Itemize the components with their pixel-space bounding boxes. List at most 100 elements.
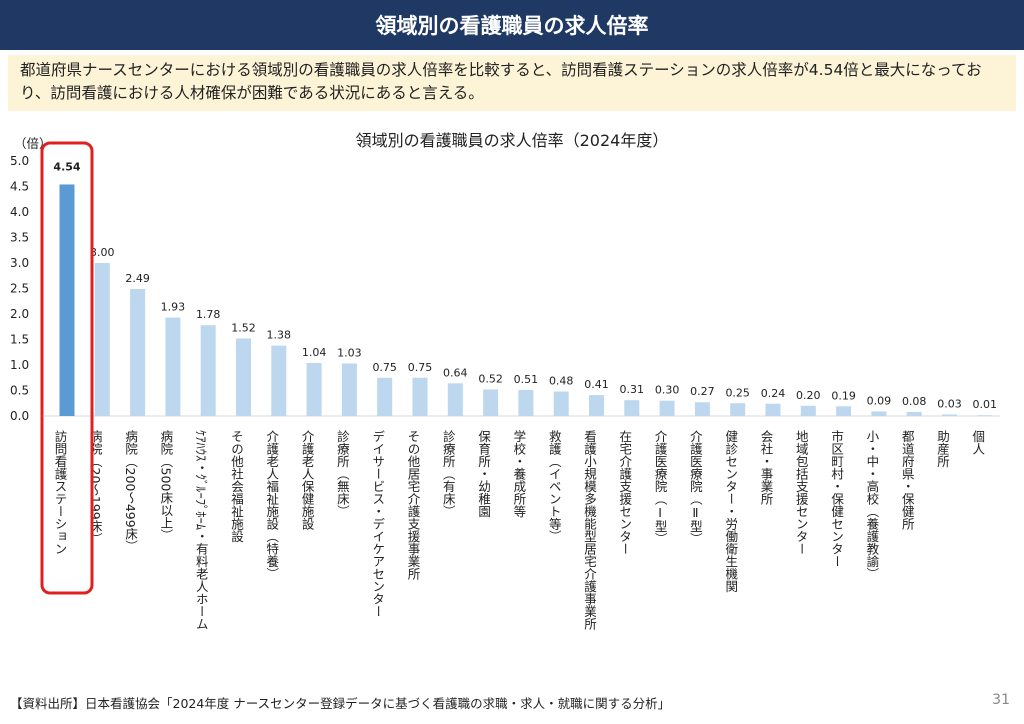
category-label: ｹｱﾊｳｽ・ｸﾞﾙｰﾌﾟﾎｰﾑ・有料老人ホーム <box>194 430 209 630</box>
data-label: 0.52 <box>478 372 503 385</box>
bar <box>447 383 463 416</box>
bar <box>271 345 287 416</box>
data-label: 1.38 <box>267 329 292 342</box>
data-label: 0.41 <box>584 378 609 391</box>
data-label: 0.31 <box>620 383 645 396</box>
y-tick-label: 2.5 <box>10 282 29 296</box>
category-label: 訪問看護ステーション <box>53 429 68 555</box>
data-label: 0.64 <box>443 366 468 379</box>
y-tick-label: 4.5 <box>10 180 29 194</box>
category-label: 助産所 <box>935 430 950 468</box>
y-tick-label: 0.0 <box>10 409 29 423</box>
data-label: 1.52 <box>231 321 256 334</box>
data-label: 0.03 <box>937 397 962 410</box>
category-label: 市区町村・保健センター <box>829 429 844 568</box>
bar <box>730 403 746 416</box>
bar <box>836 406 852 416</box>
y-tick-label: 3.0 <box>10 256 29 270</box>
category-label: その他居宅介護支援事業所 <box>406 430 421 580</box>
category-label: 都道府県・保健所 <box>900 430 915 530</box>
data-label: 0.19 <box>831 389 856 402</box>
bar <box>59 184 75 416</box>
data-label: 0.48 <box>549 375 574 388</box>
category-label: 看護小規模多機能型居宅介護事業所 <box>582 430 597 630</box>
data-label: 0.51 <box>514 373 539 386</box>
bar <box>589 395 604 416</box>
category-label: 救護（イベント等） <box>547 429 562 543</box>
category-label: 介護医療院（Ⅰ型） <box>653 430 668 545</box>
y-tick-label: 5.0 <box>10 154 29 168</box>
data-label: 0.75 <box>372 361 397 374</box>
category-label: 保育所・幼稚園 <box>476 430 491 518</box>
data-label: 0.25 <box>725 386 750 399</box>
category-label: その他社会福祉施設 <box>229 430 244 543</box>
bar <box>483 389 499 416</box>
highlight-frame <box>40 141 94 595</box>
bar <box>942 414 957 416</box>
data-label: 0.09 <box>867 394 892 407</box>
data-label: 4.54 <box>53 160 80 173</box>
y-tick-label: 4.0 <box>10 205 29 219</box>
data-label: 1.78 <box>196 308 221 321</box>
bars <box>59 184 993 416</box>
source-note: 【資料出所】日本看護協会「2024年度 ナースセンター登録データに基づく看護職の… <box>10 696 671 711</box>
category-label: 健診センター・労働衛生機関 <box>723 430 738 593</box>
category-label: 会社・事業所 <box>759 430 774 505</box>
chart-title: 領域別の看護職員の求人倍率（2024年度） <box>355 131 669 150</box>
data-label: 0.01 <box>973 398 998 411</box>
category-label: 病院（200～499床） <box>123 429 138 553</box>
category-label: デイサービス・デイケアセンター <box>370 430 385 618</box>
category-label: 病院（500床以上） <box>158 429 173 541</box>
bar <box>871 411 887 416</box>
category-label: 介護老人保健施設 <box>300 430 315 530</box>
category-label: 学校・養成所等 <box>511 429 526 518</box>
bar <box>977 415 993 416</box>
category-label: 地域包括支援センター <box>794 430 809 555</box>
data-label: 1.04 <box>302 346 327 359</box>
bar <box>165 317 181 416</box>
page-number: 31 <box>992 692 1010 708</box>
data-label: 1.03 <box>337 346 362 359</box>
bar <box>341 363 357 416</box>
bar <box>412 377 428 416</box>
bar <box>800 405 816 416</box>
bar <box>236 338 251 416</box>
bar <box>377 377 393 416</box>
data-label: 0.20 <box>796 389 821 402</box>
bar <box>306 362 322 416</box>
category-labels: 訪問看護ステーション 病院（20～199床） 病院（200～499床） 病院（500床… <box>53 429 986 630</box>
bar <box>518 389 534 416</box>
y-tick-label: 1.0 <box>10 358 29 372</box>
category-label: 病院（20～199床） <box>88 429 103 545</box>
data-label: 0.27 <box>690 385 715 398</box>
category-label: 在宅介護支援センター <box>617 430 632 555</box>
bar <box>659 400 675 416</box>
bar <box>200 325 216 416</box>
category-label: 診療所（無床） <box>335 429 350 518</box>
data-label: 0.75 <box>408 361 433 374</box>
bar <box>553 391 569 416</box>
data-label: 1.93 <box>161 301 186 314</box>
y-tick-label: 0.5 <box>10 384 29 398</box>
data-label: 0.30 <box>655 384 680 397</box>
category-label: 介護医療院（Ⅱ型） <box>688 430 703 545</box>
y-tick-label: 1.5 <box>10 333 29 347</box>
category-label: 個人 <box>970 430 985 455</box>
y-tick-label: 2.0 <box>10 307 29 321</box>
bar <box>906 411 922 416</box>
y-tick-label: 3.5 <box>10 231 29 245</box>
bar <box>94 263 110 416</box>
page-title: 領域別の看護職員の求人倍率 <box>0 0 1024 50</box>
bar <box>130 289 146 416</box>
data-label: 0.08 <box>902 395 927 408</box>
y-axis-ticks: 0.0 0.5 1.0 1.5 2.0 2.5 3.0 3.5 4.0 4.5 5.0 <box>10 154 29 423</box>
bar <box>624 400 640 416</box>
data-label: 2.49 <box>125 272 150 285</box>
summary-box: 都道府県ナースセンターにおける領域別の看護職員の求人倍率を比較すると、訪問看護ス… <box>8 55 1016 111</box>
bar <box>694 402 710 416</box>
bar-chart: 0.0 0.5 1.0 1.5 2.0 2.5 3.0 3.5 4.0 4.5 5.0 4.54 3.… <box>10 141 1000 630</box>
bar <box>765 403 781 416</box>
category-label: 小・中・高校（養護教諭） <box>864 430 879 580</box>
category-label: 介護老人福祉施設（特養） <box>264 430 279 580</box>
data-label: 3.00 <box>90 246 115 259</box>
